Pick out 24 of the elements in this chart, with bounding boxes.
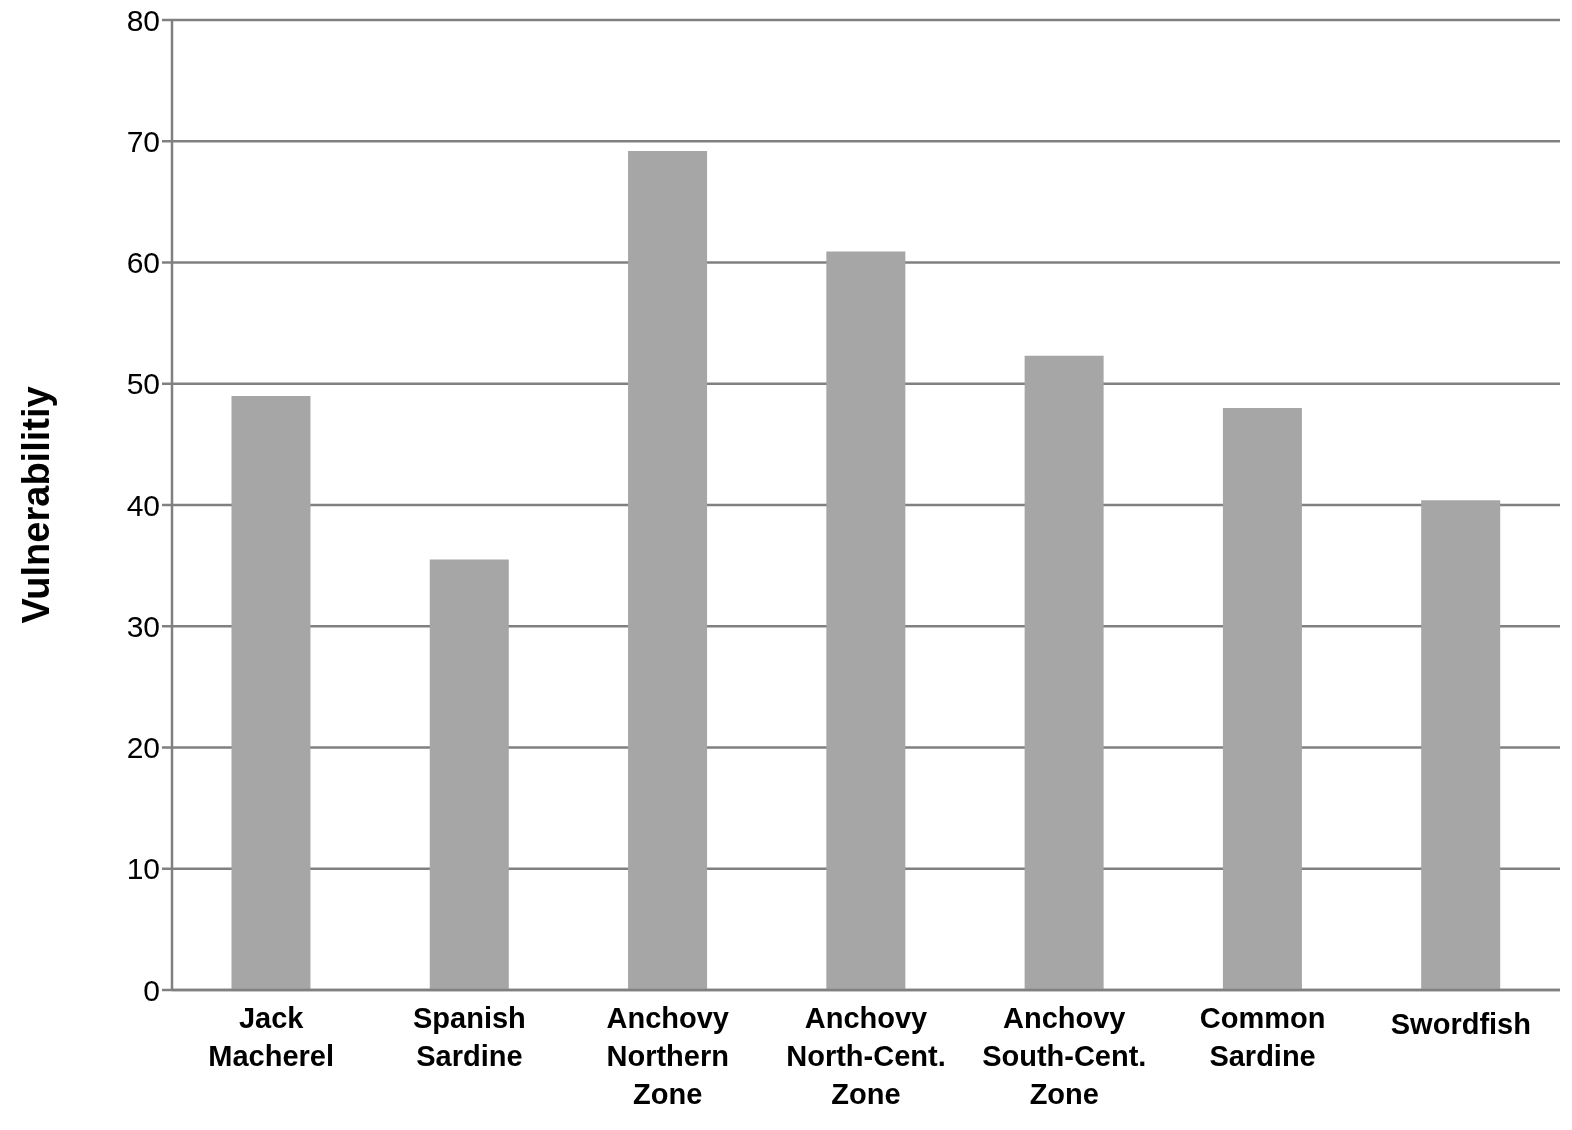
x-tick-label: Anchovy North-Cent. Zone: [786, 1002, 946, 1110]
bar: [429, 559, 509, 990]
bar: [628, 150, 708, 990]
y-tick-label: 10: [126, 852, 160, 886]
y-axis-title: Vulnerabilitiy: [15, 386, 58, 624]
y-tick-label: 70: [126, 124, 160, 158]
y-tick-label: 50: [126, 367, 160, 401]
bar: [231, 395, 311, 990]
bar: [1024, 355, 1104, 990]
y-tick-label: 80: [126, 3, 160, 37]
bar: [826, 251, 906, 990]
y-tick-label: 60: [126, 246, 160, 280]
y-tick-label: 20: [126, 731, 160, 765]
y-tick-label: 40: [126, 488, 160, 522]
bar: [1222, 408, 1302, 990]
bar: [1421, 500, 1501, 990]
x-tick-label: Anchovy South-Cent. Zone: [982, 1002, 1147, 1110]
y-tick-label: 0: [143, 973, 160, 1007]
y-tick-label: 30: [126, 609, 160, 643]
x-tick-label: Common Sardine: [1199, 1002, 1326, 1072]
x-tick-label: Spanish Sardine: [413, 1002, 526, 1072]
x-tick-label: Jack Macherel: [208, 1002, 335, 1072]
x-tick-label: Anchovy Northern Zone: [606, 1002, 729, 1110]
x-tick-label: Swordfish: [1390, 1008, 1531, 1040]
